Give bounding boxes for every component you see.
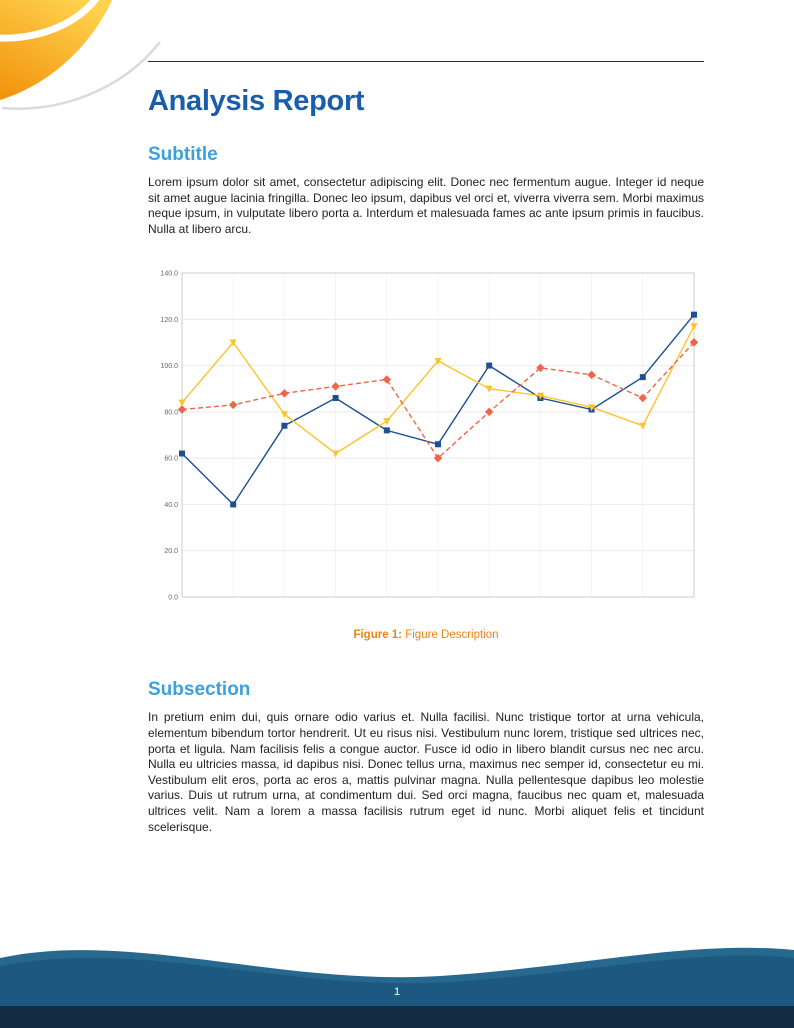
svg-text:60.0: 60.0: [164, 456, 178, 463]
svg-text:140.0: 140.0: [160, 271, 178, 278]
paragraph-intro: Lorem ipsum dolor sit amet, consectetur …: [148, 175, 704, 236]
footer-bar: [0, 1006, 794, 1028]
footer-wave: [0, 947, 794, 1006]
page-content: Analysis Report Subtitle Lorem ipsum dol…: [148, 0, 704, 835]
section-heading-subsection: Subsection: [148, 679, 251, 701]
svg-text:40.0: 40.0: [164, 502, 178, 509]
page-number: 1: [393, 986, 401, 998]
svg-text:120.0: 120.0: [160, 317, 178, 324]
svg-text:100.0: 100.0: [160, 363, 178, 370]
page-footer: 1: [0, 928, 794, 1028]
svg-text:80.0: 80.0: [164, 410, 178, 417]
figure-chart: 0.0 20.0 40.0 60.0 80.0 100.0 120.0 140.0: [148, 261, 704, 613]
svg-text:20.0: 20.0: [164, 549, 178, 556]
section-heading-subtitle: Subtitle: [148, 144, 218, 165]
page-title: Analysis Report: [148, 85, 365, 117]
svg-text:0.0: 0.0: [168, 595, 178, 602]
corner-swoosh-decoration: [0, 0, 161, 110]
line-chart: 0.0 20.0 40.0 60.0 80.0 100.0 120.0 140.0: [160, 271, 699, 602]
figure-caption: Figure 1: Figure Description: [148, 629, 704, 641]
paragraph-subsection: In pretium enim dui, quis ornare odio va…: [148, 710, 704, 834]
figure-caption-text: Figure Description: [405, 629, 499, 642]
figure-caption-label: Figure 1:: [353, 629, 403, 642]
top-rule: [148, 61, 704, 62]
